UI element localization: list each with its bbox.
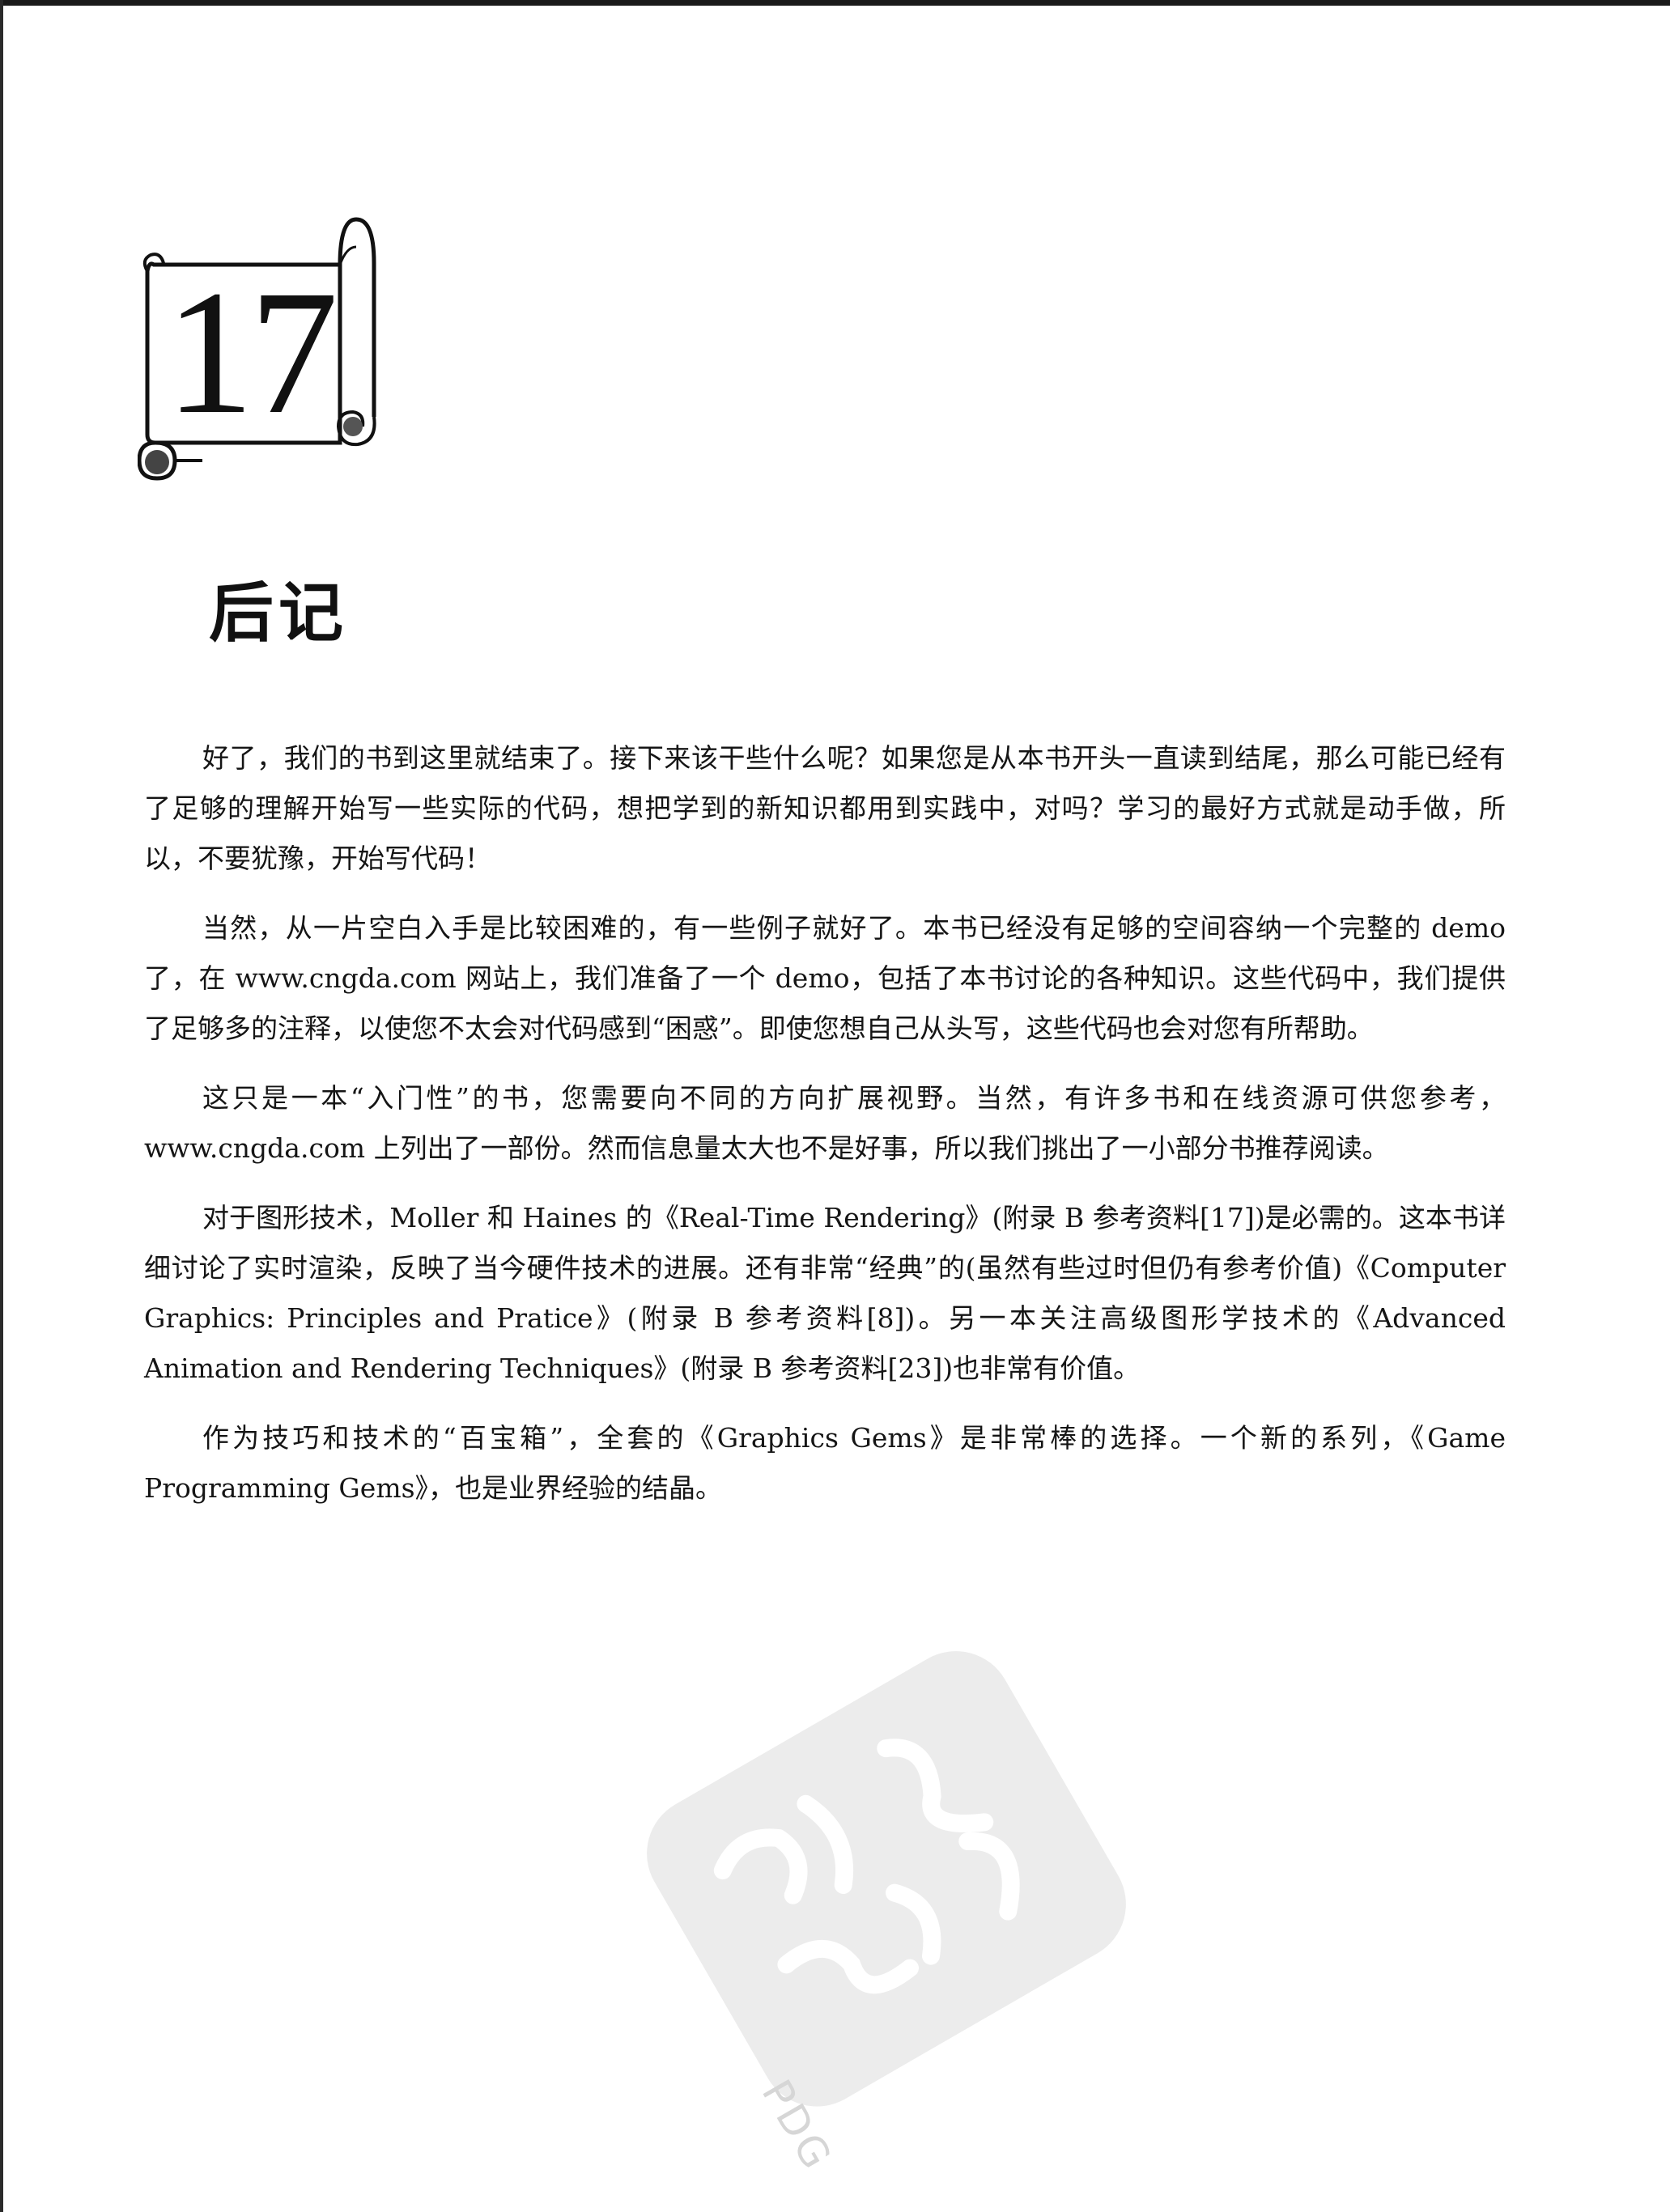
paragraph: 好了，我们的书到这里就结束了。接下来该干些什么呢？如果您是从本书开头一直读到结尾…: [144, 742, 1506, 874]
paragraph: 对于图形技术，Moller 和 Haines 的《Real-Time Rende…: [144, 1202, 1506, 1384]
paragraph: 这只是一本“入门性”的书，您需要向不同的方向扩展视野。当然，有许多书和在线资源可…: [144, 1082, 1506, 1164]
chapter-number-scroll: 17: [138, 214, 389, 482]
chapter-title: 后记: [209, 575, 348, 651]
paragraph: 当然，从一片空白入手是比较困难的，有一些例子就好了。本书已经没有足够的空间容纳一…: [144, 912, 1506, 1044]
scroll-ornament-icon: [138, 217, 376, 481]
chapter-number: 17: [165, 253, 338, 451]
chapter-body: 好了，我们的书到这里就结束了。接下来该干些什么呢？如果您是从本书开头一直读到结尾…: [144, 733, 1506, 1533]
watermark-seal: [647, 1651, 1126, 2107]
paragraph: 作为技巧和技术的“百宝箱”，全套的《Graphics Gems》是非常棒的选择。…: [144, 1422, 1506, 1504]
top-border-rule: [0, 0, 1670, 6]
left-border-rule: [0, 0, 3, 2212]
